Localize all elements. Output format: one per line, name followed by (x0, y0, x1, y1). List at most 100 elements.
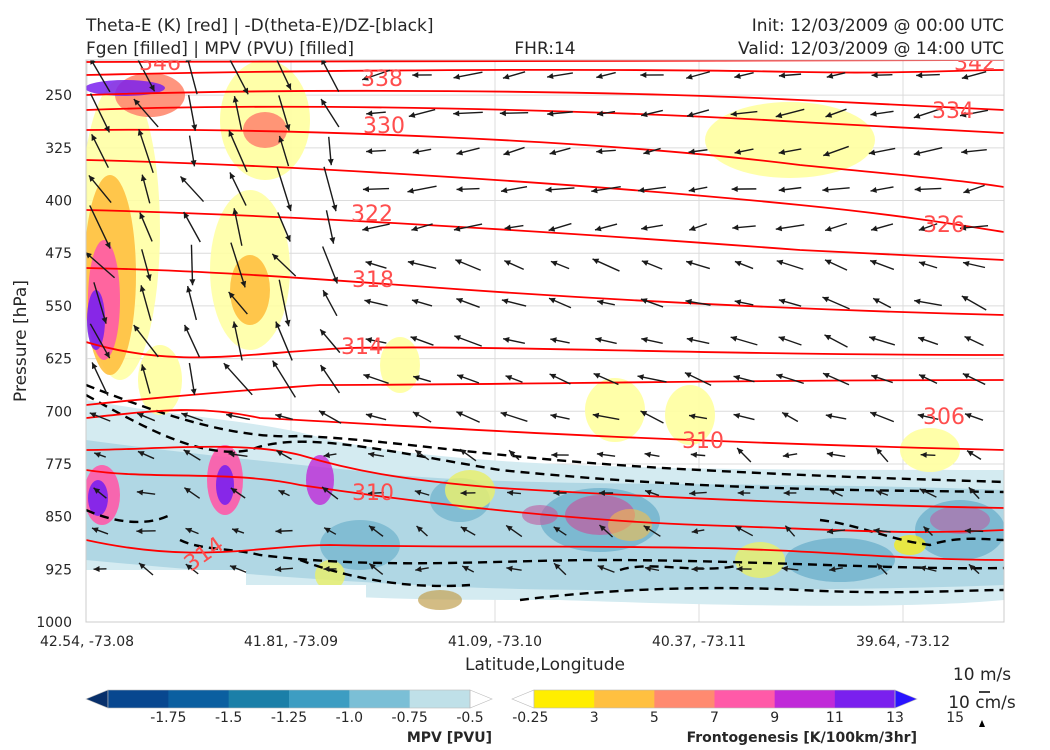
theta-e-label-4: 330 (363, 114, 405, 139)
y-tick-label-250: 250 (45, 88, 72, 104)
cbar1-outline (107, 689, 471, 709)
cbar1-tick-1: -1.5 (215, 710, 242, 726)
wind-vector (545, 186, 575, 193)
cbar1-extend-left (85, 689, 109, 709)
wind-vector (136, 412, 156, 422)
theta-e-label-9: 310 (682, 429, 724, 454)
title-center: FHR:14 (514, 39, 575, 59)
field-patch-3 (785, 538, 895, 582)
wind-vector (826, 451, 846, 458)
wind-vector (136, 489, 156, 496)
wind-vector (733, 412, 755, 421)
wind-vector (319, 364, 341, 394)
wind-vector (781, 565, 799, 572)
wind-vector (228, 291, 248, 315)
wind-vector (822, 372, 850, 386)
wind-vector (913, 146, 943, 156)
wind-vector (501, 298, 527, 307)
wind-vector (640, 298, 664, 308)
wind-vector (276, 166, 292, 212)
wind-vector (183, 487, 201, 499)
wind-vector (826, 528, 846, 535)
wind-vector (691, 566, 705, 573)
wind-vector (228, 129, 248, 173)
wind-vector (916, 72, 940, 79)
wind-vector (230, 242, 247, 288)
wind-vector (460, 490, 476, 497)
x-axis-label: Latitude,Longitude (465, 655, 625, 675)
mpv-colorbar-label: MPV [PVU] (407, 730, 492, 746)
wind-vector (412, 72, 432, 79)
wind-vector (412, 148, 432, 155)
theta-e-label-5: 326 (923, 213, 965, 238)
wind-vector (365, 260, 387, 269)
cbar2-swatch-5 (774, 690, 836, 708)
wind-vector (89, 93, 111, 133)
dthetae-dz-contour-4 (619, 518, 1004, 572)
y-tick-label-1000: 1000 (36, 615, 72, 631)
wind-vector (136, 528, 156, 535)
cbar2-extend-left (511, 689, 535, 709)
cbar2-tick-1: 5 (650, 710, 659, 726)
wind-vector (500, 186, 528, 194)
wind-vector (829, 489, 843, 497)
wind-vector (914, 186, 942, 193)
title-right-line-2: Valid: 12/03/2009 @ 14:00 UTC (738, 39, 1004, 59)
wind-vector (365, 412, 387, 421)
wind-vector (361, 69, 391, 81)
y-tick-label-325: 325 (45, 141, 72, 157)
wind-vector (870, 186, 894, 193)
wind-vector (638, 186, 666, 193)
y-tick-label-400: 400 (45, 194, 72, 210)
wind-vector (688, 148, 708, 155)
wind-vector (140, 174, 151, 204)
wind-vector (595, 336, 617, 345)
theta-e-contour-7 (86, 267, 1004, 316)
wind-vector (684, 371, 712, 387)
wind-vector (325, 210, 336, 244)
field-patch-13 (900, 428, 960, 472)
cbar1-swatch-6 (409, 690, 471, 708)
theta-e-contour-6 (86, 209, 1004, 261)
wind-vector (596, 71, 616, 79)
wind-vector (140, 364, 151, 394)
cbar2-tick-3: 9 (770, 710, 779, 726)
wind-vector (597, 299, 615, 306)
cbar1-tick-6: -0.25 (512, 710, 548, 726)
wind-vector (456, 186, 480, 193)
x-axis: 42.54, -73.08 41.81, -73.09 41.09, -73.10 4… (40, 634, 950, 650)
wind-vector (685, 71, 711, 80)
wind-vector (686, 336, 710, 345)
wind-vector (460, 526, 476, 536)
y-tick-label-850: 850 (45, 510, 72, 526)
wind-vector (413, 375, 431, 383)
field-patch-29 (88, 480, 108, 516)
wind-vector (185, 527, 199, 535)
wind-vector (181, 412, 203, 422)
wind-vector (597, 565, 615, 573)
field-patch-16 (445, 470, 495, 510)
wind-vector (959, 109, 989, 118)
wind-vector (553, 526, 567, 536)
wind-vector (964, 412, 984, 421)
fgen-colorbar-label: Frontogenesis [K/100km/3hr] (687, 730, 917, 746)
wind-vector (183, 449, 201, 461)
wind-vector (734, 299, 754, 306)
theta-e-contour-3 (86, 105, 1004, 134)
wind-vector (232, 95, 243, 131)
wind-vector (94, 452, 106, 458)
wind-vector (93, 282, 108, 324)
cbar2-swatch-1 (534, 690, 595, 708)
y-tick-label-775: 775 (45, 457, 72, 473)
wind-vector (778, 186, 802, 193)
theta-e-contour-10 (86, 409, 1004, 451)
wind-vector (592, 412, 620, 421)
wind-vector (86, 251, 116, 279)
cbar2-tick-0: 3 (590, 710, 599, 726)
wind-vector (407, 260, 437, 269)
wind-vector (278, 95, 291, 131)
wind-vector (686, 109, 710, 118)
wind-vector (368, 562, 384, 576)
mpv-colorbar: -1.75 -1.5 -1.25 -1.0 -0.75 -0.5 -0.25 (85, 689, 548, 726)
y-tick-label-700: 700 (45, 404, 72, 420)
